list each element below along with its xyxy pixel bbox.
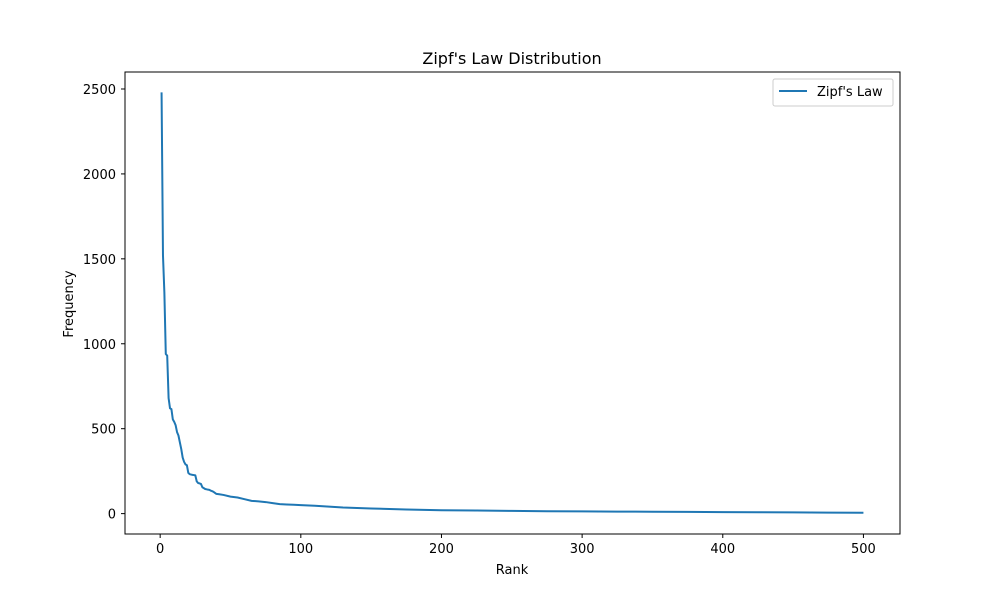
y-tick-label: 1000 (83, 338, 116, 353)
y-tick-label: 0 (108, 508, 116, 523)
y-tick-label: 2500 (83, 83, 116, 98)
y-tick-label: 1500 (83, 253, 116, 268)
y-axis-label: Frequency (62, 270, 77, 337)
x-axis: 0 100 200 300 400 500 (156, 534, 876, 557)
y-tick-label: 2000 (83, 168, 116, 183)
x-tick-label: 400 (710, 542, 735, 557)
legend-label: Zipf's Law (817, 85, 883, 100)
y-axis: 0 500 1000 1500 2000 2500 (83, 83, 125, 523)
chart-title: Zipf's Law Distribution (422, 49, 601, 68)
x-tick-label: 300 (570, 542, 595, 557)
x-tick-label: 100 (288, 542, 313, 557)
series-line-zipfs-law (160, 92, 864, 514)
plot-area-frame (124, 71, 901, 535)
x-tick-label: 0 (156, 542, 164, 557)
legend: Zipf's Law (772, 78, 894, 107)
x-axis-label: Rank (496, 563, 529, 578)
y-tick-label: 500 (91, 423, 116, 438)
x-tick-label: 500 (851, 542, 876, 557)
legend-box (772, 78, 894, 107)
x-tick-label: 200 (429, 542, 454, 557)
